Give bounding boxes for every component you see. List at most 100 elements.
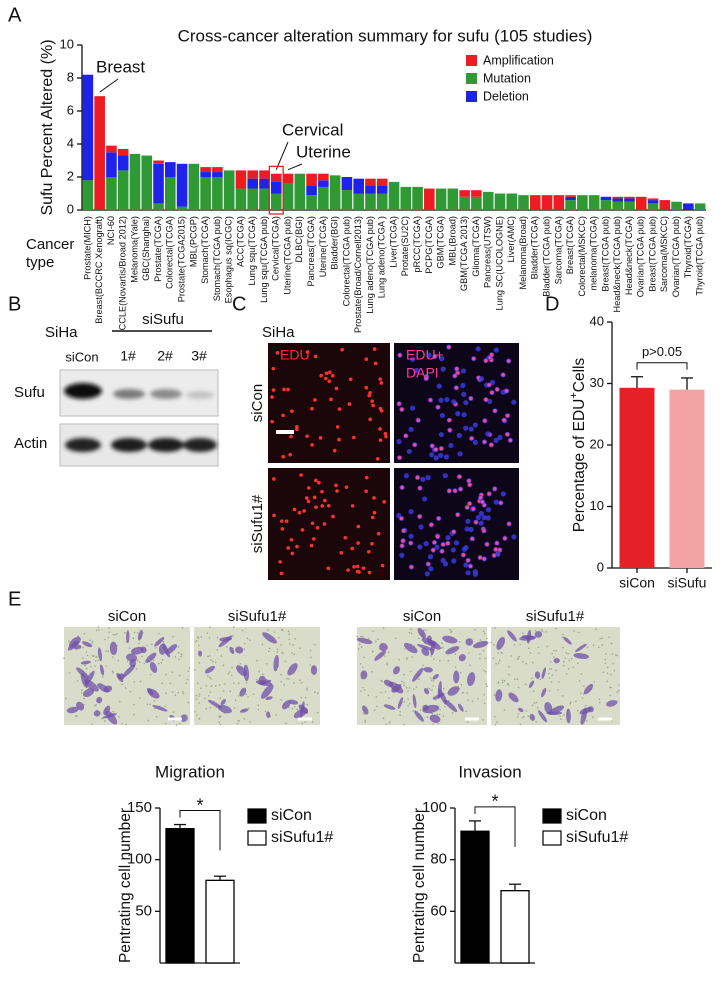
edu-dot (432, 540, 437, 545)
panel-label: C (232, 293, 246, 315)
pore (234, 699, 237, 702)
pore (483, 702, 486, 705)
bar-segment (541, 195, 553, 210)
nucleus (457, 451, 463, 457)
pore (594, 628, 597, 630)
edu-dot (461, 553, 466, 557)
edu-dot (355, 564, 360, 569)
edu-dot (351, 435, 356, 440)
pore (200, 687, 202, 690)
bar-segment (529, 195, 541, 210)
x-tick-label: Bladder(TCGA pub) (541, 216, 551, 297)
edu-dot (508, 438, 513, 443)
pore (195, 694, 198, 697)
x-tick-label: Esophagus sq(ICGC) (224, 216, 234, 303)
nucleus (461, 412, 467, 418)
edu-dot (371, 403, 375, 408)
pore (197, 644, 200, 647)
edu-dot (378, 438, 383, 442)
pore (592, 716, 594, 718)
pore (377, 638, 379, 640)
edu-dot (401, 538, 405, 543)
chart-title: Invasion (458, 762, 521, 781)
nucleus (420, 476, 426, 482)
pore (161, 658, 164, 661)
cell (99, 664, 105, 676)
cell (518, 707, 524, 713)
cell (519, 635, 537, 641)
edu-dot (290, 409, 294, 413)
bar-segment (94, 96, 105, 210)
pore (388, 721, 391, 723)
pore (94, 665, 96, 667)
pore (268, 650, 270, 653)
pore (231, 674, 233, 677)
pore (529, 652, 532, 654)
bar (165, 828, 195, 964)
edu-dot (466, 558, 470, 563)
pore (231, 666, 233, 669)
pore (97, 626, 100, 628)
pore (186, 678, 189, 681)
edu-dot (372, 347, 377, 351)
pore (372, 650, 374, 653)
x-tick-label: Stomach(TCGA) (200, 216, 210, 284)
annotation-arrow (99, 78, 119, 93)
edu-dot (279, 571, 284, 576)
cell (122, 664, 136, 678)
nucleus (408, 426, 414, 432)
cell (453, 670, 460, 684)
edu-dot (343, 535, 348, 540)
cell (583, 684, 594, 695)
pore (133, 713, 135, 716)
bar-segment (506, 193, 518, 210)
y-axis-title: Pentrating cell number (411, 808, 428, 963)
edu-dot (378, 427, 382, 431)
nucleus (485, 507, 492, 513)
y-axis-title-part: Cells (571, 358, 588, 393)
edu-dot (372, 496, 376, 500)
cell (265, 696, 273, 701)
pore (532, 661, 534, 664)
bar-segment (612, 201, 623, 210)
pore (300, 681, 303, 684)
pore (276, 650, 279, 653)
pore (304, 721, 307, 723)
pore (437, 722, 439, 725)
pore (450, 630, 453, 633)
pore (517, 657, 520, 659)
bar-segment (365, 193, 376, 210)
pore (243, 648, 246, 650)
bar-segment (212, 177, 223, 210)
bar-segment (318, 173, 329, 181)
pore (606, 680, 609, 683)
edu-dot (482, 529, 486, 533)
nucleus (442, 473, 448, 479)
pore (76, 680, 79, 682)
cell (458, 654, 466, 662)
panel-label: B (8, 293, 21, 315)
edu-dot (453, 488, 457, 493)
edu-dot (467, 501, 472, 506)
cell (383, 704, 396, 710)
pore (439, 709, 441, 711)
pore (294, 638, 297, 640)
cell (507, 630, 517, 642)
edu-dot (290, 551, 295, 556)
x-tick-label: Prostate(MICH) (82, 216, 92, 280)
edu-dot (370, 399, 375, 403)
pore (493, 643, 495, 646)
nucleus (440, 366, 446, 372)
pore (265, 662, 268, 665)
pore (601, 637, 604, 640)
edu-dot (480, 500, 485, 504)
pore (407, 705, 409, 707)
pore (508, 673, 510, 676)
cell (541, 687, 547, 698)
edu-dot (305, 350, 310, 354)
pore (198, 695, 201, 697)
edu-dot (368, 390, 372, 395)
micrograph (63, 626, 191, 726)
pore (386, 662, 388, 664)
